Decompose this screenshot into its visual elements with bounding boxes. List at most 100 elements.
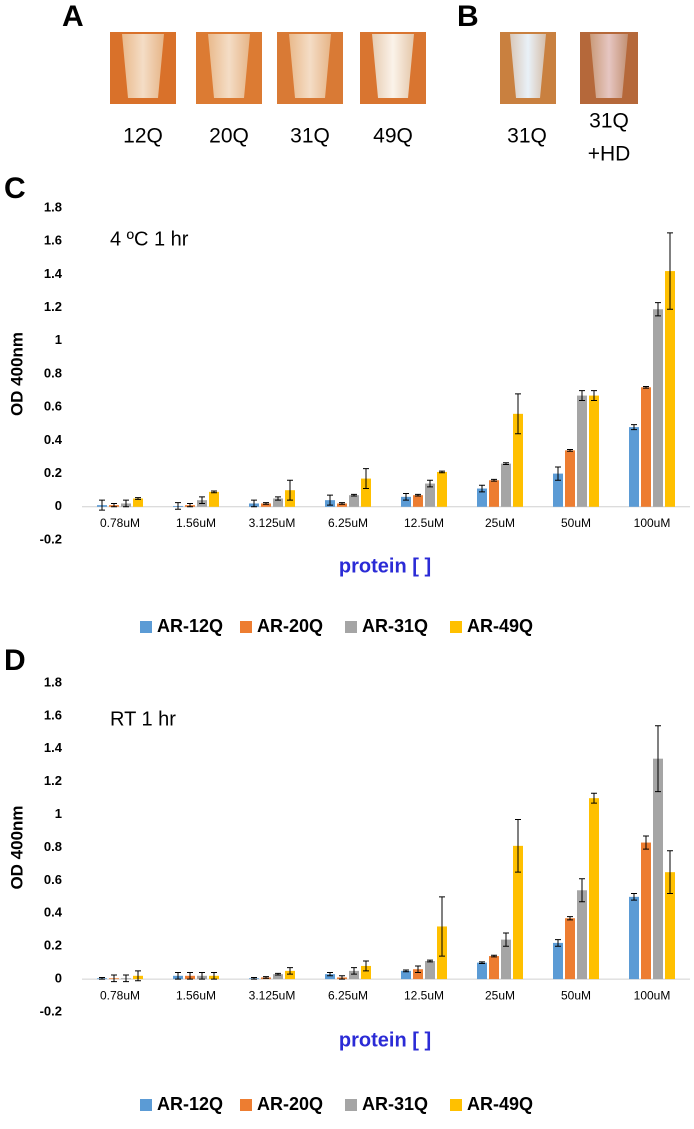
error-bar: [251, 976, 257, 980]
legend-swatch: [140, 1099, 152, 1111]
bar: [361, 478, 371, 507]
y-tick-label: 0.8: [44, 839, 62, 854]
error-bar: [339, 502, 345, 505]
y-axis-label: OD 400nm: [7, 332, 26, 416]
bar: [565, 450, 575, 507]
error-bar: [643, 835, 649, 850]
error-bar: [263, 502, 269, 505]
error-bar: [187, 502, 193, 508]
bar: [653, 309, 663, 507]
error-bar: [503, 462, 509, 465]
legend-label: AR-31Q: [362, 616, 428, 636]
bar: [413, 495, 423, 507]
bar: [553, 942, 563, 980]
bar: [489, 480, 499, 507]
error-bar: [503, 932, 509, 947]
y-tick-label: 1.6: [44, 707, 62, 722]
bar: [577, 890, 587, 980]
y-tick-label: 1: [55, 806, 62, 821]
error-bar: [287, 967, 293, 975]
x-tick-label: 100uM: [634, 516, 671, 530]
legend-label: AR-31Q: [362, 1094, 428, 1114]
error-bar: [515, 393, 521, 435]
tube-label: 31Q: [290, 125, 330, 148]
bar: [209, 491, 219, 507]
bar: [589, 395, 599, 507]
panel-label: C: [4, 172, 26, 205]
error-bar: [427, 479, 433, 488]
error-bar: [99, 499, 105, 511]
bar: [513, 413, 523, 507]
panel-label: A: [62, 0, 84, 33]
y-tick-label: 0: [55, 971, 62, 986]
x-tick-label: 25uM: [485, 516, 515, 530]
bar: [337, 503, 347, 507]
bar: [477, 962, 487, 980]
error-bar: [263, 976, 269, 979]
bar: [501, 463, 511, 507]
x-tick-label: 50uM: [561, 516, 591, 530]
bar: [413, 969, 423, 980]
bar: [501, 939, 511, 980]
bar: [553, 473, 563, 507]
bar: [513, 845, 523, 980]
legend-swatch: [240, 1099, 252, 1111]
y-tick-label: 0.8: [44, 365, 62, 380]
error-bar: [655, 725, 661, 793]
x-axis-label: protein [ ]: [339, 1029, 431, 1051]
y-tick-label: -0.2: [40, 1003, 62, 1018]
y-tick-label: 1.2: [44, 299, 62, 314]
tube-label: 20Q: [209, 125, 249, 148]
error-bar: [667, 232, 673, 310]
error-bar: [187, 972, 193, 980]
x-tick-label: 0.78uM: [100, 988, 140, 1002]
error-bar: [199, 972, 205, 980]
error-bar: [567, 916, 573, 921]
error-bar: [123, 499, 129, 508]
bar: [261, 503, 271, 507]
bar: [629, 427, 639, 507]
bar: [401, 970, 411, 980]
bar: [589, 798, 599, 980]
bar: [349, 495, 359, 507]
tube-photos: [110, 32, 638, 104]
x-tick-label: 6.25uM: [328, 988, 368, 1002]
legend-swatch: [450, 621, 462, 633]
error-bar: [211, 490, 217, 494]
legend-swatch: [345, 621, 357, 633]
legend-label: AR-12Q: [157, 1094, 223, 1114]
x-tick-label: 12.5uM: [404, 516, 444, 530]
error-bar: [667, 850, 673, 895]
error-bar: [287, 479, 293, 501]
bar: [401, 496, 411, 507]
x-tick-label: 0.78uM: [100, 516, 140, 530]
x-tick-label: 100uM: [634, 988, 671, 1002]
tube-label: 31Q: [507, 125, 547, 148]
x-tick-label: 12.5uM: [404, 988, 444, 1002]
legend-swatch: [140, 621, 152, 633]
legend-label: AR-12Q: [157, 616, 223, 636]
error-bar: [555, 466, 561, 481]
y-tick-label: 1.8: [44, 199, 62, 214]
panel-label: D: [4, 644, 26, 677]
x-tick-label: 6.25uM: [328, 516, 368, 530]
error-bar: [415, 965, 421, 974]
error-bar: [427, 959, 433, 963]
error-bar: [479, 484, 485, 493]
error-bar: [631, 424, 637, 431]
error-bar: [339, 975, 345, 980]
legend-swatch: [450, 1099, 462, 1111]
x-axis-label: protein [ ]: [339, 555, 431, 577]
bar: [425, 483, 435, 507]
y-tick-label: 0.4: [44, 905, 63, 920]
bar: [477, 488, 487, 507]
error-bar: [251, 499, 257, 508]
legend-swatch: [240, 621, 252, 633]
error-bar: [491, 478, 497, 482]
error-bar: [403, 493, 409, 501]
error-bar: [415, 493, 421, 497]
y-tick-label: 1.8: [44, 674, 62, 689]
error-bar: [631, 893, 637, 901]
